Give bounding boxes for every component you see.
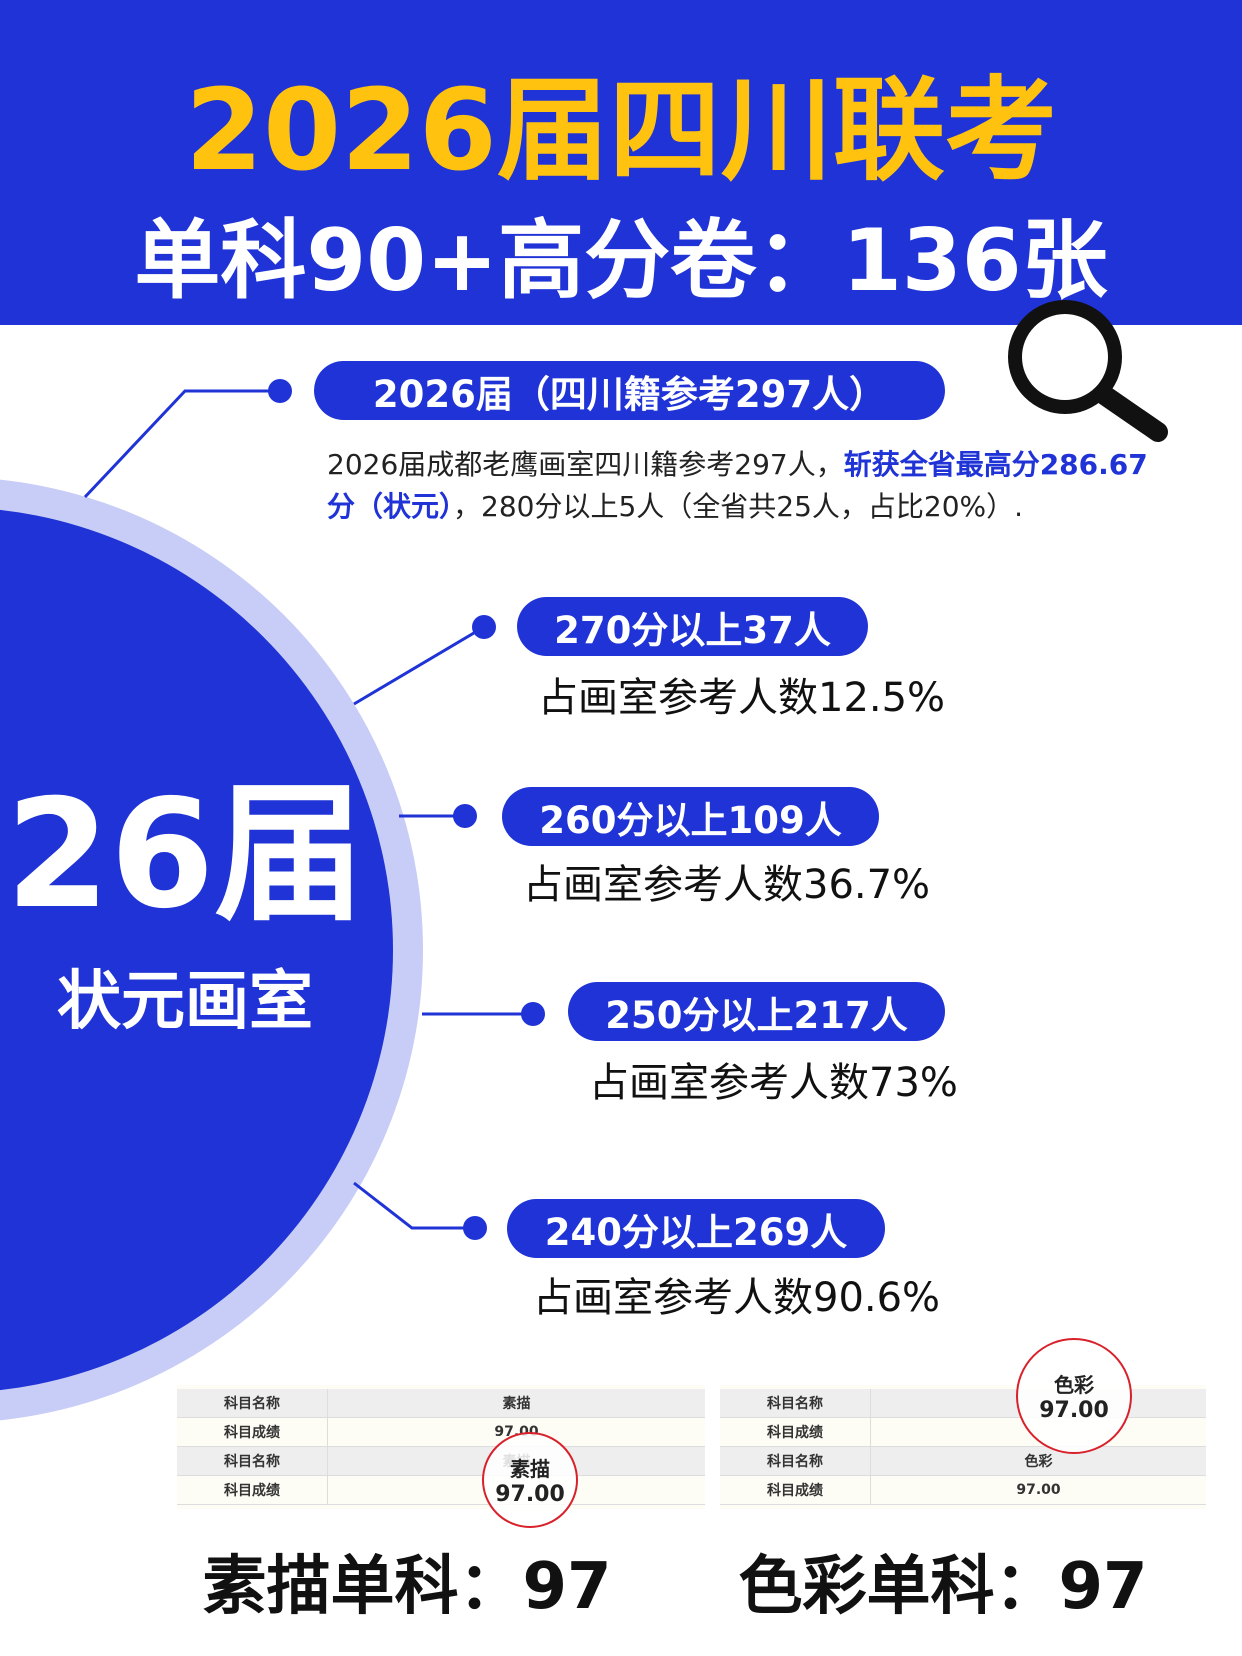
stat-ratio: 占画室参考人数90.6% [533,1275,941,1321]
stat-ratio: 占画室参考人数36.7% [523,862,931,908]
zoom-label: 色彩 [1054,1373,1094,1397]
zoom-circle: 素描 97.00 [482,1432,578,1528]
stat-ratio: 占画室参考人数12.5% [538,675,946,721]
cell-value: 97.00 [1016,1482,1061,1498]
cell-label: 科目成绩 [177,1476,328,1504]
cell-label: 科目成绩 [720,1418,871,1446]
caption: 素描单科：97 [202,1550,612,1624]
score-row: 科目名称 色彩 [720,1447,1206,1476]
caption: 色彩单科：97 [738,1550,1148,1624]
cell-label: 科目名称 [177,1389,328,1417]
intro-text: 2026届成都老鹰画室四川籍参考297人，斩获全省最高分286.67分（状元），… [327,444,1157,528]
zoom-label: 素描 [510,1457,550,1481]
intro-highlight: 斩获全省最高分286.67分（状元） [327,448,1148,523]
score-row: 科目名称 [720,1389,1206,1418]
cell-label: 科目名称 [720,1389,871,1417]
header-band [0,0,1242,325]
score-row: 科目成绩 [720,1418,1206,1447]
title: 2026届四川联考 [185,66,1057,196]
cell-label: 科目名称 [177,1447,328,1475]
stat-label: 260分以上109人 [502,787,879,846]
zoom-score: 97.00 [495,1482,565,1507]
zoom-circle: 色彩 97.00 [1016,1338,1132,1454]
score-row: 科目成绩 [177,1476,705,1505]
badge-circle [0,509,393,1391]
stat-label: 240分以上269人 [507,1199,885,1258]
magnifier [1008,300,1168,442]
score-row: 科目成绩 97.00 [720,1476,1206,1505]
dots [268,379,545,1240]
badge-main: 26届 [5,768,365,942]
zoom-score: 97.00 [1039,1398,1109,1423]
cell-label: 科目名称 [720,1447,871,1475]
cell-label: 科目成绩 [720,1476,871,1504]
score-row: 科目名称 素描 [177,1389,705,1418]
stat-ratio: 占画室参考人数73% [589,1060,958,1106]
cell-value: 素描 [502,1396,531,1412]
subtitle: 单科90+高分卷：136张 [134,211,1108,311]
intro-heading: 2026届（四川籍参考297人） [314,361,945,420]
stat-label: 250分以上217人 [568,982,945,1041]
cell-label: 科目成绩 [177,1418,328,1446]
cell-value: 色彩 [1024,1454,1053,1470]
badge-sub: 状元画室 [57,965,313,1039]
stat-label: 270分以上37人 [517,597,868,656]
connectors [83,389,533,1230]
intro-rest: ，280分以上5人（全省共25人，占比20%）. [453,490,1024,523]
score-row: 科目成绩 97.00 [177,1418,705,1447]
score-card: 科目名称 科目成绩 科目名称 色彩 科目成绩 97.00 [720,1385,1206,1509]
intro-body: 2026届成都老鹰画室四川籍参考297人， [327,448,844,481]
